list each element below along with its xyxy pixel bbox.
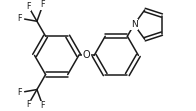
Text: O: O: [83, 50, 90, 60]
Text: F: F: [41, 0, 45, 10]
Text: F: F: [26, 100, 31, 109]
Text: F: F: [18, 14, 22, 23]
Text: N: N: [131, 20, 137, 29]
Text: F: F: [18, 88, 22, 97]
Text: F: F: [41, 101, 45, 110]
Text: F: F: [26, 2, 31, 11]
